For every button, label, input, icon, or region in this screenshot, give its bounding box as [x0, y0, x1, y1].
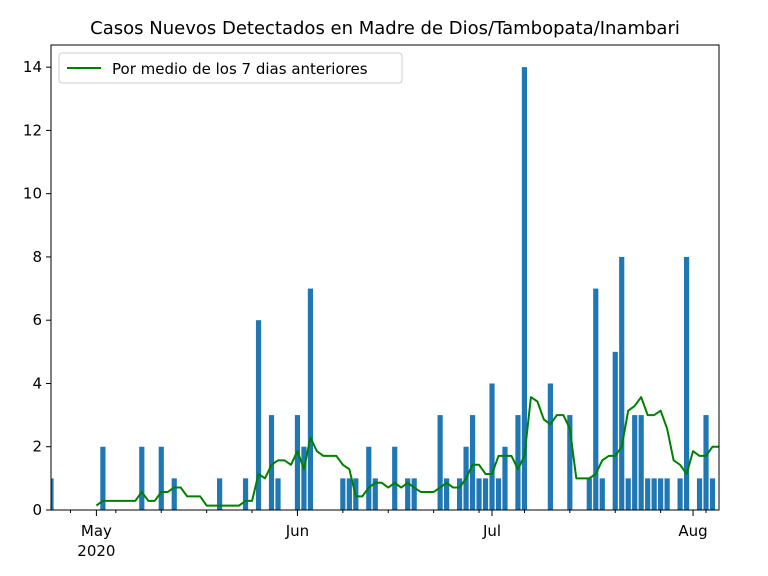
- bar-2020-08-04: [709, 478, 716, 510]
- bar-2020-06-18: [405, 478, 411, 510]
- x-tick-label-Aug: Aug: [678, 522, 707, 540]
- bar-2020-07-23: [632, 415, 638, 510]
- legend: Por medio de los 7 dias anteriores: [58, 52, 403, 84]
- y-tick-label-12: 12: [23, 121, 42, 139]
- y-tick-label-8: 8: [32, 248, 42, 266]
- bar-2020-06-28: [469, 415, 476, 510]
- bar-2020-07-21: [619, 256, 625, 510]
- bar-2020-06-03: [307, 288, 314, 510]
- y-tick-label-14: 14: [23, 58, 42, 76]
- legend-box: [58, 52, 403, 84]
- bar-2020-07-05: [515, 415, 521, 510]
- bar-2020-05-08: [139, 446, 145, 510]
- chart-title: Casos Nuevos Detectados en Madre de Dios…: [90, 18, 680, 39]
- bar-2020-07-24: [638, 415, 644, 510]
- x-tick-label-May: May: [81, 522, 112, 540]
- bar-2020-06-23: [437, 415, 443, 510]
- y-axis: 0 2 4 6 8 10 12 14: [23, 58, 51, 519]
- moving-average-series: [95, 396, 719, 507]
- y-tick-label-0: 0: [32, 501, 42, 519]
- bar-2020-05-28: [268, 415, 275, 510]
- bar-2020-07-25: [645, 478, 651, 510]
- bar-2020-06-26: [456, 478, 463, 510]
- bar-2020-05-20: [217, 478, 223, 510]
- moving-average-line: [95, 396, 719, 507]
- bar-2020-06-09: [346, 478, 352, 510]
- bar-2020-07-16: [586, 478, 592, 510]
- bar-2020-05-29: [275, 478, 281, 510]
- bar-2020-06-02: [301, 446, 307, 510]
- bar-2020-05-02: [100, 446, 106, 510]
- bar-2020-07-18: [599, 478, 605, 510]
- y-tick-label-10: 10: [23, 185, 42, 203]
- bar-2020-06-19: [411, 478, 417, 510]
- bar-2020-07-02: [495, 478, 502, 510]
- bar-2020-06-16: [392, 446, 398, 510]
- bar-2020-07-17: [593, 288, 599, 510]
- bar-2020-07-31: [683, 256, 690, 510]
- bar-2020-07-30: [677, 478, 683, 510]
- bar-2020-06-01: [294, 415, 301, 510]
- bar-2020-05-13: [171, 478, 177, 510]
- bar-2020-06-29: [476, 478, 482, 510]
- bar-2020-07-10: [547, 383, 553, 510]
- x-tick-label-Jun: Jun: [285, 522, 309, 540]
- x-tick-sublabel-2020: 2020: [77, 542, 115, 560]
- bar-2020-07-01: [489, 383, 495, 510]
- y-tick-label-2: 2: [32, 438, 42, 456]
- bar-2020-08-03: [703, 415, 709, 510]
- bar-2020-05-11: [158, 446, 164, 510]
- bar-2020-07-27: [658, 478, 664, 510]
- bar-2020-07-20: [612, 351, 618, 510]
- bar-2020-06-24: [444, 478, 450, 510]
- bar-2020-05-24: [242, 478, 249, 510]
- bar-2020-04-24: [51, 478, 54, 510]
- bar-2020-07-06: [521, 67, 528, 510]
- bar-2020-07-26: [651, 478, 657, 510]
- x-tick-label-Jul: Jul: [482, 522, 501, 540]
- legend-entry: Por medio de los 7 dias anteriores: [112, 60, 368, 78]
- bar-2020-07-03: [502, 446, 508, 510]
- y-tick-label-6: 6: [32, 311, 42, 329]
- bar-2020-08-02: [696, 478, 703, 510]
- x-axis: May 2020 Jun Jul Aug: [69, 510, 708, 560]
- bar-2020-07-28: [664, 478, 670, 510]
- bar-2020-06-30: [482, 478, 489, 510]
- bar-2020-06-13: [372, 478, 378, 510]
- bar-2020-07-22: [625, 478, 631, 510]
- bar-series: [51, 67, 716, 510]
- bar-2020-06-12: [366, 446, 372, 510]
- bar-2020-05-26: [255, 320, 262, 510]
- bar-2020-06-08: [340, 478, 346, 510]
- bar-2020-07-13: [567, 415, 573, 510]
- plot-frame: [50, 44, 720, 511]
- y-tick-label-4: 4: [32, 374, 42, 392]
